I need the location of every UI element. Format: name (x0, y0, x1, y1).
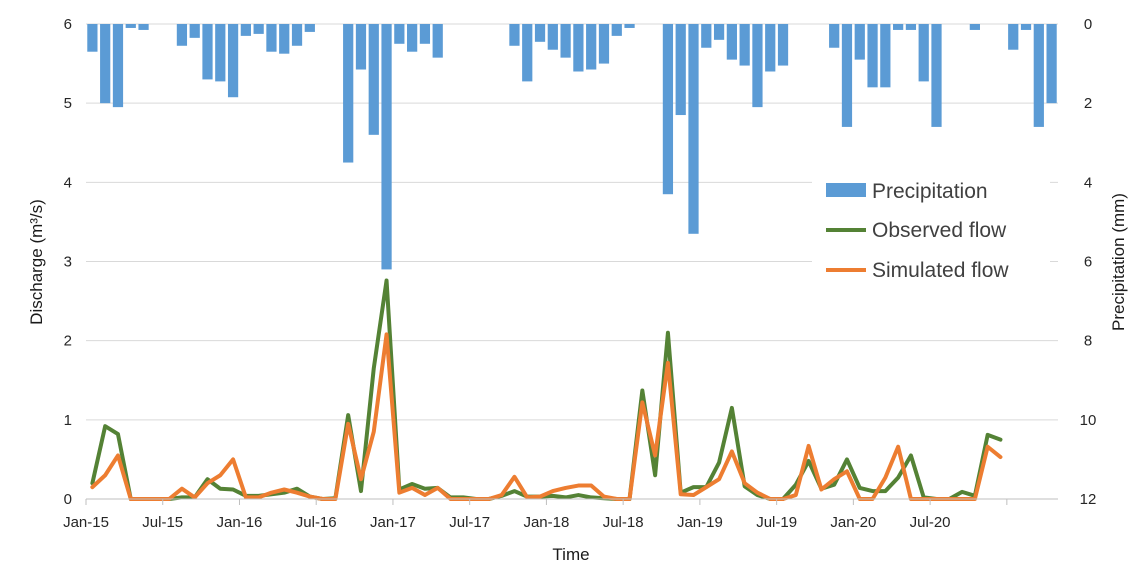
precipitation-bar (343, 24, 354, 163)
precipitation-bar (240, 24, 251, 36)
precipitation-bar (918, 24, 929, 82)
precipitation-bar (688, 24, 699, 234)
precipitation-bar (1020, 24, 1032, 30)
precipitation-bar (394, 24, 405, 44)
precipitation-bar (931, 24, 942, 127)
precipitation-bar (624, 24, 635, 28)
precipitation-bar (419, 24, 431, 44)
precipitation-bar (867, 24, 878, 88)
precipitation-bar (598, 24, 610, 64)
precipitation-bar (189, 24, 200, 38)
y-tick-label: 1 (64, 412, 72, 429)
x-tick-label: Jul-16 (296, 514, 337, 531)
precipitation-bar (112, 24, 124, 108)
precipitation-bar (432, 24, 443, 58)
legend-swatch-precipitation (826, 183, 866, 197)
precipitation-bar (905, 24, 917, 30)
y2-tick-label: 6 (1084, 254, 1092, 271)
legend: Precipitation Observed flow Simulated fl… (812, 170, 1050, 295)
precipitation-bars (87, 24, 1057, 270)
simulated-flow-line (90, 332, 1003, 501)
precipitation-bar (547, 24, 558, 50)
precipitation-bar (969, 24, 980, 30)
y-tick-label: 0 (64, 491, 72, 508)
x-axis-title: Time (552, 545, 589, 564)
precipitation-bar (253, 24, 264, 34)
y2-tick-label: 0 (1084, 16, 1092, 33)
precipitation-bar (1008, 24, 1019, 50)
precipitation-bar (777, 24, 789, 66)
x-tick-label: Jan-17 (370, 514, 416, 531)
y-tick-label: 4 (64, 174, 72, 191)
x-tick-label: Jan-19 (677, 514, 723, 531)
y2-tick-label: 2 (1084, 95, 1092, 112)
y2-tick-label: 4 (1084, 174, 1092, 191)
precipitation-bar (291, 24, 303, 46)
precipitation-bar (125, 24, 136, 28)
precipitation-bar (560, 24, 571, 58)
precipitation-bar (227, 24, 239, 98)
precipitation-bar (586, 24, 597, 70)
precipitation-bar (304, 24, 315, 32)
x-tick-label: Jan-15 (63, 514, 109, 531)
precipitation-bar (713, 24, 725, 40)
x-tick-label: Jul-18 (603, 514, 644, 531)
precipitation-bar (893, 24, 904, 30)
y2-tick-label: 12 (1080, 491, 1097, 508)
precipitation-bar (675, 24, 686, 116)
precipitation-bar (701, 24, 712, 48)
precipitation-bar (176, 24, 188, 46)
precipitation-bar (138, 24, 149, 30)
legend-label-observed: Observed flow (872, 219, 1007, 242)
precipitation-bar (215, 24, 226, 82)
precipitation-bar (355, 24, 367, 70)
precipitation-bar (752, 24, 763, 108)
precipitation-bar (522, 24, 533, 82)
precipitation-bar (534, 24, 546, 42)
precipitation-bar (726, 24, 737, 60)
precipitation-bar (854, 24, 865, 60)
legend-label-simulated: Simulated flow (872, 259, 1009, 282)
precipitation-bar (765, 24, 776, 72)
precipitation-bar (829, 24, 840, 48)
precipitation-bar (87, 24, 98, 52)
precipitation-bar (662, 24, 674, 195)
x-tick-label: Jan-16 (217, 514, 263, 531)
precipitation-bar (407, 24, 418, 52)
precipitation-bar (368, 24, 379, 135)
precipitation-bar (100, 24, 111, 104)
legend-label-precipitation: Precipitation (872, 180, 988, 203)
y2-axis-title: Precipitation (mm) (1109, 193, 1128, 331)
precipitation-bar (739, 24, 750, 66)
precipitation-bar (880, 24, 891, 88)
precipitation-bar (1046, 24, 1057, 104)
precipitation-bar (279, 24, 290, 54)
precipitation-bar (573, 24, 584, 72)
precipitation-bar (611, 24, 622, 36)
x-tick-label: Jan-20 (830, 514, 876, 531)
x-tick-label: Jul-20 (910, 514, 951, 531)
y-tick-label: 6 (64, 16, 72, 33)
precipitation-bar (266, 24, 277, 52)
x-tick-label: Jan-18 (523, 514, 569, 531)
y-tick-label: 2 (64, 333, 72, 350)
x-tick-label: Jul-19 (756, 514, 797, 531)
precipitation-bar (841, 24, 853, 127)
precipitation-bar (202, 24, 213, 80)
x-tick-label: Jul-17 (449, 514, 490, 531)
y-axis-title: Discharge (m³/s) (27, 199, 46, 325)
y2-tick-label: 10 (1080, 412, 1097, 429)
y-tick-label: 3 (64, 254, 72, 271)
precipitation-bar (509, 24, 520, 46)
x-tick-label: Jul-15 (142, 514, 183, 531)
flow-lines (90, 278, 1003, 501)
y2-tick-label: 8 (1084, 333, 1092, 350)
precipitation-bar (1033, 24, 1044, 127)
precipitation-bar (381, 24, 392, 270)
y-tick-label: 5 (64, 95, 72, 112)
